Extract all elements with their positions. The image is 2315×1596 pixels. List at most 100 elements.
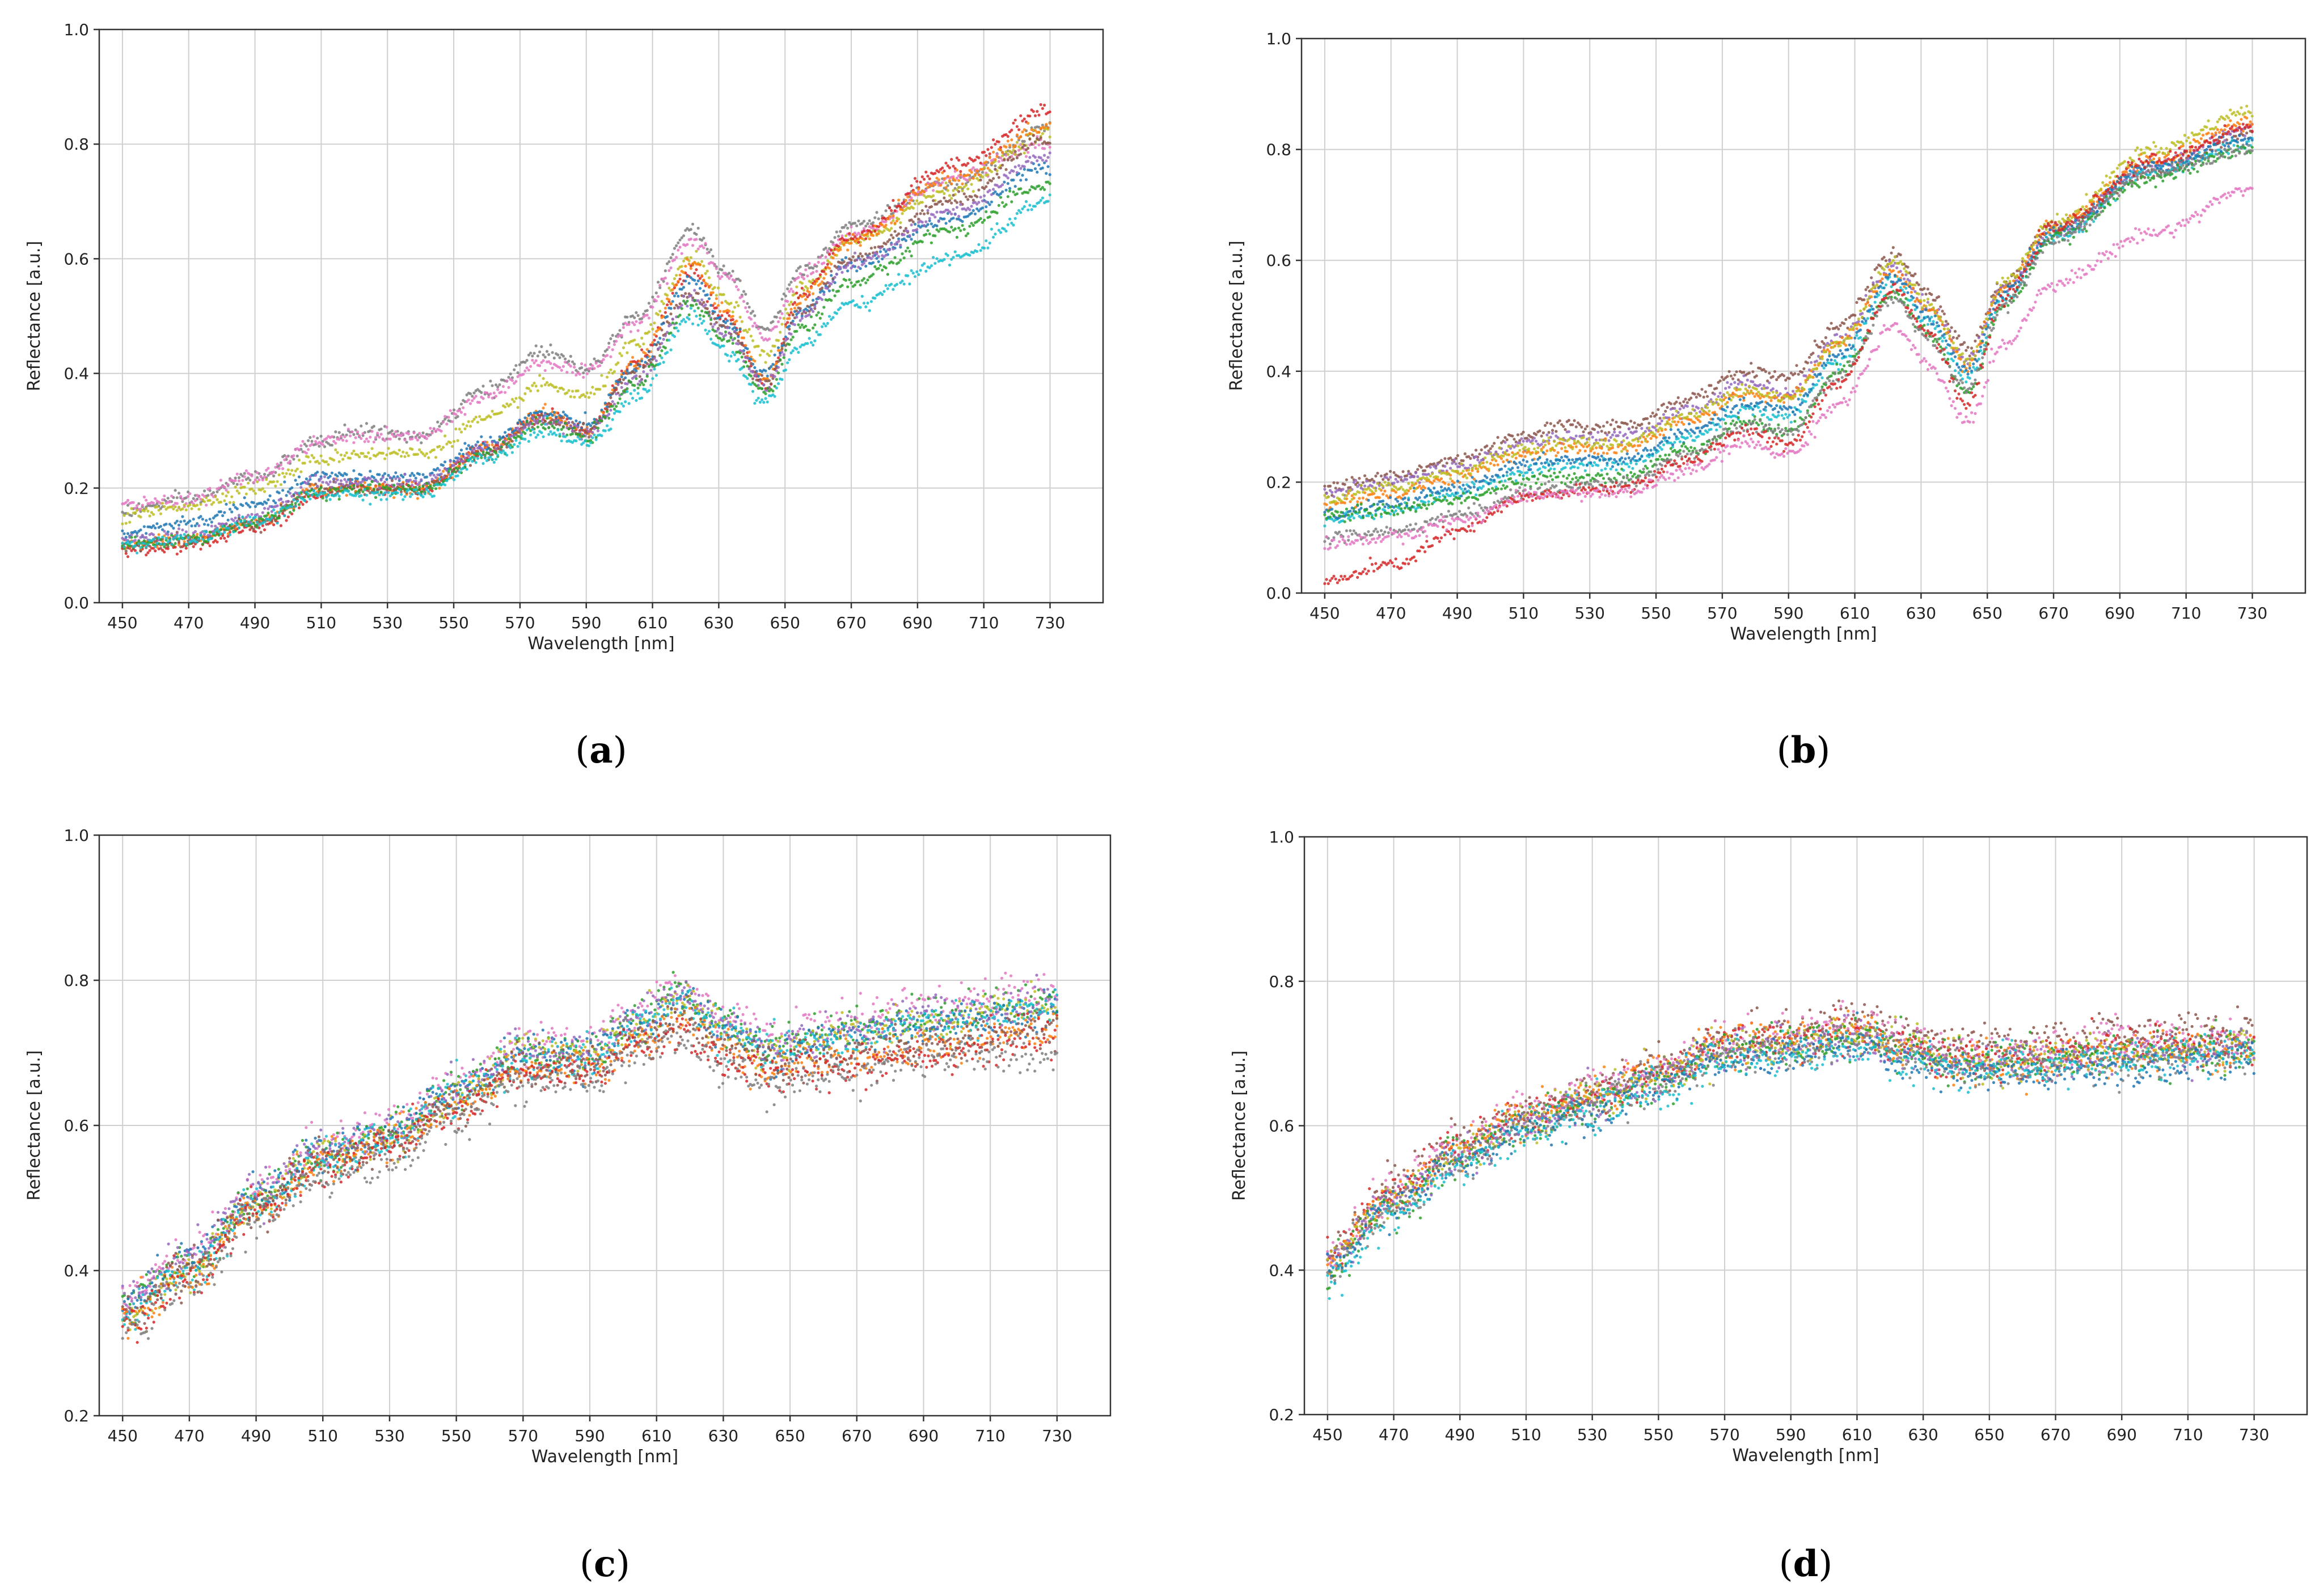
data-point [358,434,361,438]
data-point [316,484,319,488]
data-point [818,256,822,259]
data-point [383,457,387,460]
data-point [529,412,533,415]
data-point [920,201,924,204]
data-point [696,279,700,282]
data-point [471,420,474,423]
data-point [594,361,598,365]
data-point [356,477,360,481]
data-point [458,471,461,474]
data-point [946,175,949,178]
data-point [932,199,935,202]
data-point [378,473,381,476]
data-point [248,515,252,519]
data-point [826,249,829,252]
data-point [837,289,840,293]
data-point [295,482,299,486]
data-point [237,476,241,480]
data-point [928,177,931,180]
data-point [926,229,930,232]
data-point [800,286,804,290]
data-point [924,205,928,208]
data-point [516,375,519,378]
data-point [523,438,527,441]
data-point [219,536,222,540]
data-point [268,494,272,498]
data-point [835,273,838,276]
data-point [665,262,669,265]
data-point [600,408,603,412]
data-point [582,421,585,425]
data-point [678,238,682,242]
data-point [902,233,906,236]
data-point [244,524,248,528]
data-point [301,503,305,506]
data-point [920,209,924,212]
data-point [434,456,438,459]
data-point [726,326,729,329]
data-point [543,403,547,406]
data-point [864,225,868,228]
data-point [926,211,930,215]
data-point [933,183,937,187]
data-point [321,496,324,500]
data-point [234,479,237,482]
data-point [677,294,680,298]
data-point [859,283,862,287]
data-point [454,413,458,416]
data-point [689,228,692,231]
data-point [665,303,669,307]
data-point [668,298,671,302]
data-point [868,219,871,222]
data-point [944,186,948,189]
data-point [1001,190,1004,193]
data-point [208,499,212,502]
data-point [640,317,644,320]
data-point [977,201,981,204]
data-point [345,451,348,455]
data-point [846,264,850,267]
data-point [525,428,529,432]
data-point [645,314,649,317]
data-point [509,427,512,431]
data-point [662,337,665,341]
data-point [693,289,696,292]
data-point [223,536,226,540]
data-point [658,283,662,287]
data-point [686,275,689,278]
data-point [216,498,219,501]
data-point [950,158,953,161]
data-point [966,173,970,177]
data-point [986,181,990,185]
data-point [953,227,957,231]
data-point [187,494,190,498]
data-point [985,200,988,204]
data-point [281,506,285,510]
data-point [779,310,782,313]
data-point [684,280,687,283]
data-point [1006,139,1009,143]
data-point [545,381,549,384]
data-point [414,476,417,480]
data-point [850,225,853,228]
data-point [141,503,144,507]
data-point [551,351,554,354]
data-point [1023,128,1026,132]
data-point [402,498,405,501]
data-point [527,387,531,390]
data-point [1045,159,1048,163]
data-point [869,257,873,260]
data-point [631,314,635,317]
data-point [720,275,724,278]
data-point [496,454,500,457]
data-point [700,260,704,263]
data-point [664,269,667,273]
data-point [675,256,678,259]
data-point [971,223,975,227]
data-point [168,500,171,503]
data-point [994,158,997,161]
data-point [354,436,357,439]
data-point [917,187,920,190]
data-point [888,238,892,242]
data-point [793,279,796,282]
